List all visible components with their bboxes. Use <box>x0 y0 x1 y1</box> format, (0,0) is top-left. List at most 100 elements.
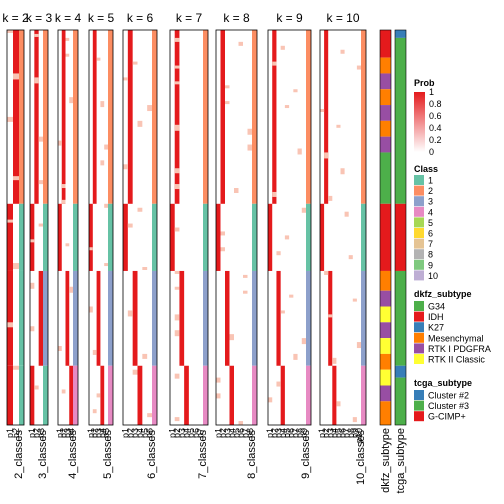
column-label: p2 <box>321 428 331 438</box>
column-label: p5 <box>333 428 343 438</box>
class-band-segment <box>108 365 113 425</box>
prob-cell <box>170 203 175 271</box>
track-segment <box>380 57 391 74</box>
column-label: p4 <box>278 428 288 438</box>
column-label: p7 <box>240 428 250 438</box>
class-swatch <box>414 259 424 270</box>
column-label: p2 <box>11 428 21 438</box>
prob-cell-partial <box>174 330 180 337</box>
column-label: p1 <box>86 428 96 438</box>
track-border <box>379 29 392 426</box>
panel-border <box>6 29 25 426</box>
prob-cell-partial <box>38 136 43 142</box>
class-band-segment <box>152 270 157 366</box>
class-band-segment <box>19 30 24 204</box>
column-label: p4 <box>135 428 145 438</box>
track-segment <box>380 30 391 58</box>
prob-cell-partial <box>276 381 281 387</box>
class-band-segment <box>152 30 157 204</box>
class-legend-title: Class <box>414 164 438 174</box>
prob-cell <box>276 270 281 366</box>
dkfz-label: IDH <box>428 312 444 322</box>
class-band-segment <box>361 30 366 204</box>
dkfz-legend-title: dkfz_subtype <box>414 289 472 299</box>
column-label: p8 <box>245 428 255 438</box>
class-band-segment <box>252 30 257 204</box>
class-band-segment <box>306 365 311 425</box>
track-segment <box>395 377 406 425</box>
class-band-segment <box>73 30 78 204</box>
tcga-label: G-CIMP+ <box>428 412 466 422</box>
prob-cell-partial <box>356 342 361 349</box>
track-segment <box>380 73 391 90</box>
prob-cell <box>174 30 180 204</box>
prob-cell-partial <box>234 188 239 193</box>
panel-label: 10_classes <box>355 430 367 486</box>
track-segment <box>380 136 391 153</box>
prob-cell-partial <box>38 180 43 185</box>
prob-tick-label: 0.4 <box>429 123 442 133</box>
class-label: 5 <box>428 218 433 228</box>
prob-cell-partial <box>225 85 230 89</box>
prob-cell-partial <box>61 184 66 189</box>
column-label: p6 <box>236 428 246 438</box>
class-band-segment <box>252 203 257 271</box>
panel-label: 5_classes <box>102 430 114 479</box>
column-label: p2 <box>125 428 135 438</box>
track-border <box>394 29 407 426</box>
prob-cell <box>58 203 62 271</box>
column-label: p2 <box>172 428 182 438</box>
prob-cell <box>123 203 128 271</box>
prob-cell-partial <box>301 338 306 345</box>
prob-cell-partial <box>61 199 66 204</box>
prob-cell-partial <box>96 57 101 61</box>
prob-cell <box>7 203 13 271</box>
prob-cell-partial <box>284 235 290 240</box>
prob-cell-partial <box>61 389 66 394</box>
class-band-segment <box>361 365 366 425</box>
prob-cell <box>332 365 337 425</box>
prob-cell-partial <box>104 263 108 267</box>
class-swatch <box>414 217 424 228</box>
prob-cell-partial <box>30 239 35 243</box>
class-band-segment <box>43 365 48 425</box>
prob-cell <box>328 270 333 366</box>
prob-cell-partial <box>336 124 341 128</box>
column-label: p8 <box>295 428 305 438</box>
prob-cell-partial <box>7 219 13 223</box>
prob-cell-partial <box>174 270 180 274</box>
track-segment <box>380 353 391 370</box>
class-swatch <box>414 228 424 238</box>
panel-border <box>215 29 258 426</box>
prob-cell-partial <box>324 152 329 159</box>
panel-border <box>319 29 367 426</box>
prob-cell <box>38 270 43 366</box>
class-swatch <box>414 238 424 249</box>
prob-cell-partial <box>174 81 180 85</box>
prob-cell <box>34 30 39 204</box>
class-swatch <box>414 185 424 196</box>
class-band-segment <box>361 270 366 366</box>
prob-cell-partial <box>247 144 252 151</box>
track-segment <box>380 89 391 106</box>
column-label: p7 <box>196 428 206 438</box>
prob-cell-partial <box>104 144 108 150</box>
panel-title: k = 4 <box>55 11 82 25</box>
column-label: p9 <box>350 428 360 438</box>
prob-cell-partial <box>34 385 39 390</box>
panel-label: 7_classes <box>197 430 209 479</box>
class-swatch <box>414 175 424 185</box>
prob-cell <box>100 365 105 425</box>
column-label: p6 <box>338 428 348 438</box>
column-label: p1 <box>317 428 327 438</box>
column-label: p2 <box>90 428 100 438</box>
column-label: p8 <box>346 428 356 438</box>
panel-title: k = 6 <box>127 11 154 25</box>
column-label: p5 <box>231 428 241 438</box>
class-band-segment <box>152 365 157 425</box>
class-band-segment <box>203 30 208 204</box>
